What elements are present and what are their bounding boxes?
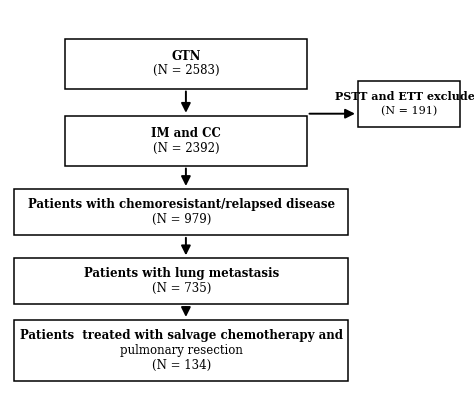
- Text: (N = 191): (N = 191): [381, 106, 437, 117]
- Text: IM and CC: IM and CC: [151, 127, 221, 140]
- Text: PSTT and ETT excluded: PSTT and ETT excluded: [335, 91, 474, 102]
- Bar: [14, 258, 348, 304]
- Bar: [65, 39, 307, 89]
- Text: (N = 2392): (N = 2392): [153, 141, 219, 154]
- Text: Patients with lung metastasis: Patients with lung metastasis: [83, 267, 279, 281]
- Text: (N = 979): (N = 979): [152, 213, 211, 226]
- Text: Patients with chemoresistant/relapsed disease: Patients with chemoresistant/relapsed di…: [27, 198, 335, 211]
- Bar: [358, 81, 460, 127]
- Text: Patients  treated with salvage chemotherapy and: Patients treated with salvage chemothera…: [20, 329, 343, 342]
- Bar: [65, 116, 307, 166]
- Bar: [14, 320, 348, 381]
- Text: (N = 134): (N = 134): [152, 359, 211, 372]
- Text: pulmonary resection: pulmonary resection: [120, 344, 243, 357]
- Text: GTN: GTN: [171, 50, 201, 63]
- Bar: [14, 189, 348, 235]
- Text: (N = 2583): (N = 2583): [153, 64, 219, 77]
- Text: (N = 735): (N = 735): [152, 282, 211, 295]
